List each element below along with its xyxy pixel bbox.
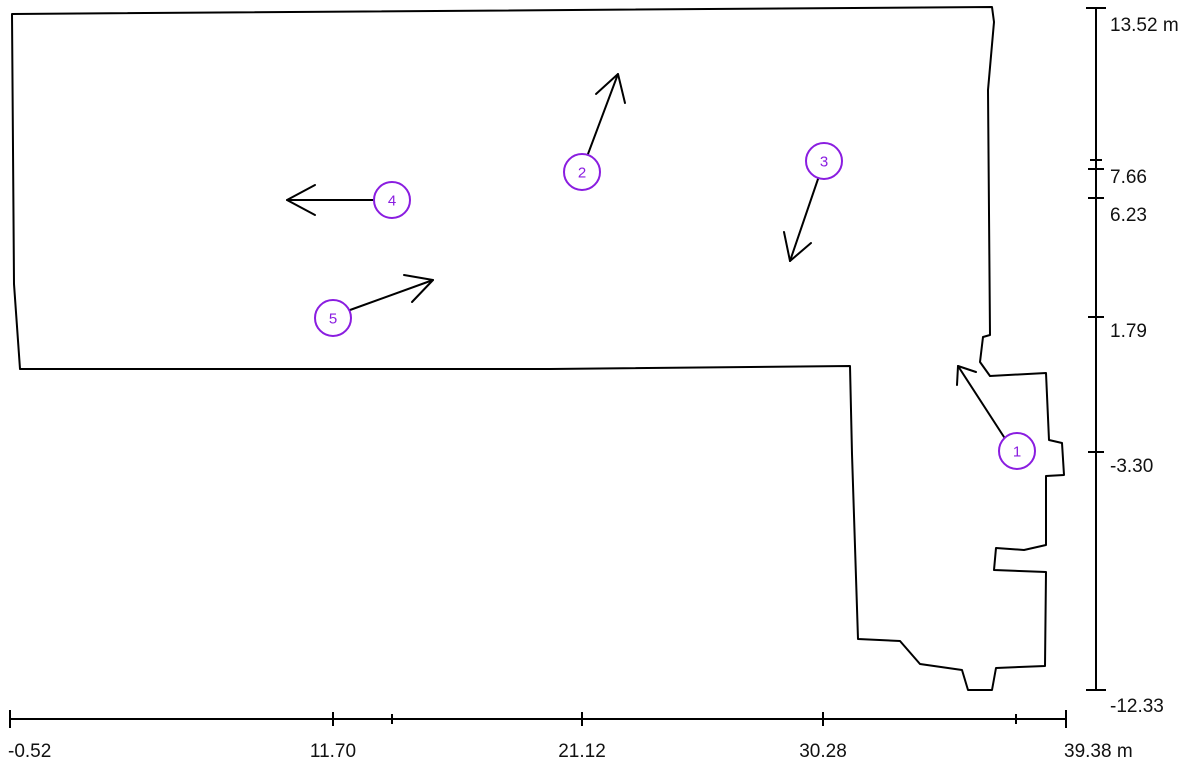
marker-label: 2	[578, 165, 586, 182]
marker-label: 4	[388, 193, 396, 210]
arrowhead-icon	[286, 184, 316, 216]
y-axis-tick-label: 13.52 m	[1110, 15, 1179, 36]
direction-arrow-icon	[587, 73, 619, 155]
arrowhead-icon	[956, 365, 977, 386]
marker-label: 5	[329, 311, 337, 328]
direction-arrow-icon	[957, 365, 1005, 438]
marker-circle	[563, 153, 601, 191]
x-axis: -0.52 11.70 21.12 30.28 39.38 m	[8, 710, 1133, 762]
x-axis-tick-label: 21.12	[558, 741, 606, 762]
x-axis-tick-label: 30.28	[799, 741, 847, 762]
y-axis-tick-label: 1.79	[1110, 321, 1147, 342]
direction-arrow-icon	[789, 178, 819, 262]
x-axis-tick-label: 39.38 m	[1064, 741, 1133, 762]
marker-circle	[314, 299, 352, 337]
x-axis-tick-label: -0.52	[8, 741, 51, 762]
y-axis-tick-label: 7.66	[1110, 167, 1147, 188]
marker-label: 1	[1013, 444, 1021, 461]
marker-circle	[805, 142, 843, 180]
marker-label: 3	[820, 154, 828, 171]
marker-2[interactable]: 2	[563, 73, 626, 191]
y-axis: 13.52 m 7.66 6.23 1.79 -3.30 -12.33	[1086, 7, 1179, 717]
marker-circle	[373, 181, 411, 219]
y-axis-tick-label: -12.33	[1110, 696, 1164, 717]
room-outline	[11, 6, 1065, 691]
marker-4[interactable]: 4	[286, 181, 411, 219]
arrowhead-icon	[783, 231, 812, 262]
x-axis-tick-label: 11.70	[310, 741, 356, 762]
marker-5[interactable]: 5	[314, 274, 434, 337]
direction-arrow-icon	[349, 279, 434, 311]
arrowhead-icon	[403, 274, 434, 303]
arrowhead-icon	[595, 73, 626, 104]
marker-3[interactable]: 3	[783, 142, 843, 262]
marker-circle	[998, 432, 1036, 470]
y-axis-tick-label: -3.30	[1110, 456, 1153, 477]
marker-1[interactable]: 1	[956, 365, 1036, 470]
y-axis-tick-label: 6.23	[1110, 205, 1147, 226]
